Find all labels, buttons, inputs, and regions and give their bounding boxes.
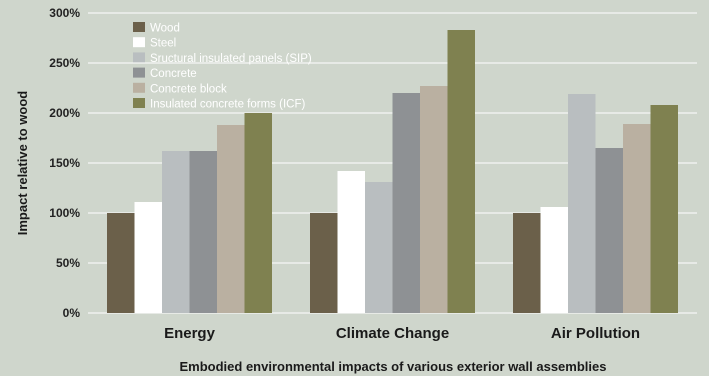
x-category-label: Climate Change [336, 325, 449, 342]
bar [244, 113, 272, 313]
legend-swatch [133, 37, 145, 48]
bar [217, 125, 245, 313]
y-tick-label: 200% [49, 106, 80, 120]
bar [337, 171, 365, 313]
x-axis-categories: Energy Climate Change Air Pollution [164, 325, 640, 342]
legend-swatch [133, 98, 145, 108]
bar [568, 94, 596, 313]
y-axis-title: Impact relative to wood [15, 91, 30, 236]
x-category-label: Air Pollution [551, 325, 640, 342]
y-tick-label: 0% [63, 306, 81, 320]
bar [392, 93, 420, 313]
legend-label: Sructural insulated panels (SIP) [150, 53, 312, 65]
bar [623, 124, 651, 313]
legend-swatch [133, 82, 145, 93]
legend-label: Concrete block [150, 83, 227, 95]
legend: Wood Steel Sructural insulated panels (SIP… [133, 22, 312, 111]
y-axis-ticks: 0% 50% 100% 150% 200% 250% 300% [49, 6, 80, 320]
y-tick-label: 50% [56, 256, 80, 270]
x-category-label: Energy [164, 325, 216, 342]
y-tick-label: 250% [49, 56, 80, 70]
legend-swatch [133, 67, 145, 78]
bar [310, 213, 338, 313]
legend-label: Concrete [150, 68, 197, 80]
bar [595, 148, 623, 313]
y-tick-label: 300% [49, 6, 80, 20]
y-tick-label: 100% [49, 206, 80, 220]
bar [134, 202, 162, 313]
bar [650, 105, 678, 313]
legend-label: Steel [150, 38, 176, 50]
bars [107, 30, 678, 313]
legend-swatch [133, 52, 145, 63]
x-axis-title: Embodied environmental impacts of variou… [180, 359, 607, 374]
bar [162, 151, 190, 313]
bar [513, 213, 541, 313]
y-tick-label: 150% [49, 156, 80, 170]
legend-label: Insulated concrete forms (ICF) [150, 99, 305, 111]
bar [189, 151, 217, 313]
bar [420, 86, 448, 313]
bar [107, 213, 135, 313]
bar [365, 182, 393, 313]
bar [540, 207, 568, 313]
bar [447, 30, 475, 313]
legend-swatch [133, 22, 145, 32]
legend-label: Wood [150, 23, 180, 35]
